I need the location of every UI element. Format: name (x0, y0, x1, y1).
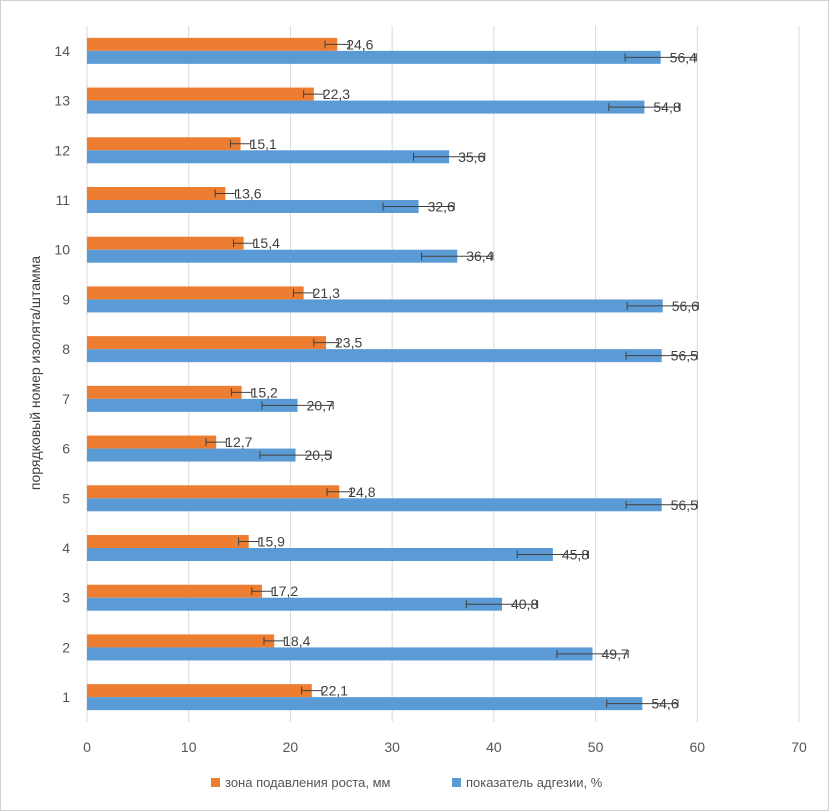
data-label: 15,9 (258, 534, 285, 550)
y-tick-label: 9 (62, 291, 70, 307)
bar-adhesion (87, 398, 298, 412)
bar-suppression (87, 684, 312, 698)
bar-suppression (87, 584, 262, 598)
data-label: 20,5 (305, 447, 332, 463)
data-label: 15,2 (251, 384, 278, 400)
data-label: 15,4 (253, 235, 280, 251)
y-axis-label: порядковый номер изолята/штамма (27, 256, 43, 490)
data-label: 23,5 (335, 335, 362, 351)
data-labels: 22,1 54,6 18,4 49,7 17,2 40,8 15,9 45,8 24,8 56,5… (225, 36, 699, 711)
bar-adhesion (87, 647, 593, 661)
data-label: 18,4 (283, 633, 310, 649)
gridlines (86, 26, 800, 722)
data-label: 21,3 (313, 285, 340, 301)
data-label: 54,6 (651, 696, 678, 712)
y-tick-label: 1 (62, 689, 70, 705)
data-label: 35,6 (458, 149, 485, 165)
bar-adhesion (87, 548, 553, 561)
x-tick-label: 60 (689, 739, 705, 755)
data-label: 56,5 (671, 497, 698, 513)
bar-adhesion (87, 697, 643, 711)
data-label: 54,8 (653, 99, 680, 115)
data-label: 45,8 (562, 547, 589, 563)
bar-suppression (87, 336, 327, 350)
y-tick-label: 14 (54, 43, 70, 59)
data-label: 12,7 (225, 434, 252, 450)
bar-suppression (87, 87, 314, 101)
x-tick-label: 20 (283, 739, 299, 755)
bar-adhesion (87, 448, 296, 462)
legend-swatch-adhesion (452, 778, 461, 787)
data-label: 17,2 (271, 583, 298, 599)
y-tick-label: 5 (62, 490, 70, 506)
bar-adhesion (87, 150, 450, 164)
x-tick-label: 30 (384, 739, 400, 755)
data-label: 40,8 (511, 596, 538, 612)
x-tick-label: 50 (588, 739, 604, 755)
x-axis-ticks: 0 10 20 30 40 50 60 70 (83, 739, 807, 755)
bar-adhesion (87, 50, 661, 64)
bar-suppression (87, 236, 244, 250)
data-label: 56,6 (672, 298, 699, 314)
x-tick-label: 40 (486, 739, 502, 755)
bar-suppression (87, 286, 304, 300)
data-label: 20,7 (307, 397, 334, 413)
bar-suppression (87, 187, 226, 200)
y-tick-label: 11 (55, 192, 70, 208)
bar-adhesion (87, 597, 502, 611)
y-tick-label: 6 (62, 441, 70, 457)
bar-suppression (87, 485, 340, 499)
y-tick-label: 7 (62, 391, 70, 407)
y-tick-label: 10 (54, 242, 70, 258)
bar-suppression (87, 634, 275, 648)
x-tick-label: 10 (181, 739, 197, 755)
x-tick-label: 0 (83, 739, 91, 755)
data-label: 24,8 (348, 484, 375, 500)
y-tick-label: 12 (54, 142, 70, 158)
data-label: 32,6 (428, 199, 455, 215)
data-label: 15,1 (250, 136, 277, 152)
data-label: 24,6 (346, 36, 373, 52)
y-tick-label: 4 (62, 540, 70, 556)
legend-label-suppression: зона подавления роста, мм (225, 775, 391, 790)
legend: зона подавления роста, мм показатель адг… (211, 775, 603, 790)
y-tick-label: 2 (62, 639, 70, 655)
bar-adhesion (87, 349, 662, 363)
data-label: 22,1 (321, 683, 348, 699)
bar-suppression (87, 535, 249, 548)
data-label: 56,5 (671, 348, 698, 364)
bars (87, 37, 663, 711)
bar-suppression (87, 435, 217, 449)
data-label: 36,4 (466, 248, 493, 264)
bar-adhesion (87, 498, 662, 512)
bar-suppression (87, 137, 241, 151)
y-tick-label: 3 (62, 590, 70, 606)
data-label: 13,6 (234, 186, 261, 202)
data-label: 56,4 (670, 49, 697, 65)
bar-adhesion (87, 249, 458, 263)
bar-adhesion (87, 100, 645, 114)
y-tick-label: 13 (54, 93, 70, 109)
legend-swatch-suppression (211, 778, 220, 787)
bar-adhesion (87, 299, 663, 313)
x-tick-label: 70 (791, 739, 807, 755)
y-tick-label: 8 (62, 341, 70, 357)
error-bars (205, 40, 699, 708)
legend-label-adhesion: показатель адгезии, % (466, 775, 603, 790)
bar-suppression (87, 385, 242, 399)
bar-adhesion (87, 200, 419, 213)
data-label: 22,3 (323, 86, 350, 102)
bar-suppression (87, 37, 338, 51)
data-label: 49,7 (602, 646, 629, 662)
